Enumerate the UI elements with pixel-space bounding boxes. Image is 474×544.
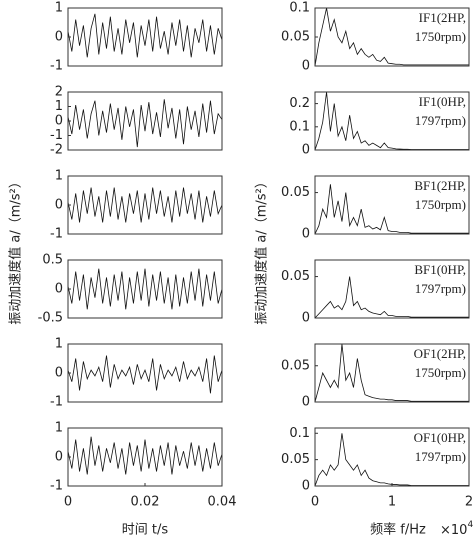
x-tick-label: 0.04 — [208, 495, 237, 510]
annotation: IF1(2HP, — [419, 10, 466, 25]
panel: -1 0 1 — [50, 337, 223, 410]
panel: -1 0 1 — [50, 169, 223, 242]
x-tick-label: 0 — [64, 495, 72, 510]
y-tick-label: -1 — [50, 227, 63, 242]
x-tick-label: 1 — [388, 495, 396, 510]
y-tick-label: 0 — [302, 143, 310, 158]
x-multiplier-base: ×10 — [440, 523, 467, 538]
plot-frame — [67, 175, 223, 235]
x-multiplier: ×104 — [440, 520, 473, 538]
y-tick-label: -0.5 — [38, 311, 63, 326]
y-tick-label: -1 — [50, 59, 63, 74]
plot-frame — [314, 91, 470, 151]
y-tick-label: 0 — [302, 479, 310, 494]
panel: 0 0.05 OF1(2HP, 1750rpm) — [281, 343, 470, 410]
x-multiplier-exp: 4 — [467, 520, 473, 530]
y-tick-label: -1 — [50, 395, 63, 410]
y-tick-label: 1 — [55, 99, 63, 114]
y-tick-label: 0 — [55, 30, 63, 45]
panel: 0 0.1 0.2 IF1(0HP, 1797rpm) — [289, 91, 470, 158]
annotation: 1797rpm) — [415, 113, 466, 128]
panel: 0 0.05 0.1 IF1(2HP, 1750rpm) — [281, 1, 470, 74]
signal-line — [314, 343, 469, 403]
y-tick-label: 0.1 — [289, 119, 310, 134]
panel: -0.5 0 0.5 — [38, 253, 223, 326]
y-tick-label: 0 — [302, 227, 310, 242]
signal-line — [67, 268, 223, 310]
signal-line — [314, 184, 469, 235]
plot-frame — [314, 175, 470, 235]
signal-line — [67, 436, 223, 475]
y-tick-label: 0.2 — [289, 96, 310, 111]
y-tick-label: -1 — [50, 128, 63, 143]
signal-line — [67, 187, 223, 223]
signal-line — [67, 99, 223, 148]
y-tick-label: 0.1 — [289, 1, 310, 16]
y-axis-label: 振动加速度值 a/（m/s²） — [254, 175, 270, 325]
y-axis-label: 振动加速度值 a/（m/s²） — [8, 175, 24, 325]
signal-line — [67, 13, 223, 58]
y-tick-label: 0.05 — [281, 358, 310, 373]
x-tick-label: 0.02 — [131, 495, 160, 510]
plot-frame — [314, 343, 470, 403]
y-tick-label: 0 — [55, 198, 63, 213]
y-tick-label: 1 — [55, 337, 63, 352]
signal-line — [67, 355, 223, 394]
signal-line — [314, 276, 469, 319]
y-tick-label: 0 — [302, 311, 310, 326]
y-tick-label: 0 — [55, 450, 63, 465]
annotation: 1797rpm) — [415, 449, 466, 464]
x-tick-label: 0 — [311, 495, 319, 510]
y-tick-label: 0.1 — [289, 426, 310, 441]
panel: 0 0.05 BF1(0HP, 1797rpm) — [281, 259, 470, 326]
y-tick-label: -1 — [50, 479, 63, 494]
panel: -1 0 1 — [50, 1, 223, 74]
y-tick-label: 0.05 — [281, 452, 310, 467]
y-tick-label: 0 — [55, 114, 63, 129]
y-tick-label: 0 — [55, 282, 63, 297]
x-axis-label: 频率 f/Hz — [370, 522, 426, 538]
y-tick-label: 0.05 — [281, 185, 310, 200]
annotation: 1750rpm) — [415, 29, 466, 44]
annotation: OF1(2HP, — [414, 346, 466, 361]
x-tick-label: 2 — [465, 495, 473, 510]
plot-frame — [314, 259, 470, 319]
annotation: 1750rpm) — [415, 365, 466, 380]
y-tick-label: 0 — [302, 59, 310, 74]
y-tick-label: 0 — [55, 366, 63, 381]
plot-frame — [67, 91, 223, 151]
signal-line — [314, 7, 469, 67]
panel: 0 0.05 0.1 0 1 2 OF1(0HP, 1797rpm) — [281, 426, 473, 510]
y-tick-label: 1 — [55, 1, 63, 16]
annotation: OF1(0HP, — [414, 430, 466, 445]
x-axis-label: 时间 t/s — [122, 523, 169, 538]
plot-frame — [67, 343, 223, 403]
y-tick-label: -2 — [50, 143, 63, 158]
y-tick-label: 2 — [55, 85, 63, 100]
annotation: BF1(2HP, — [414, 178, 466, 193]
y-tick-label: 0.05 — [281, 269, 310, 284]
annotation: 1750rpm) — [415, 197, 466, 212]
y-tick-label: 0 — [302, 395, 310, 410]
y-tick-label: 0.5 — [42, 253, 63, 268]
panel: 0 0.05 BF1(2HP, 1750rpm) — [281, 175, 470, 242]
y-tick-label: 1 — [55, 169, 63, 184]
y-tick-label: 0.05 — [281, 30, 310, 45]
annotation: BF1(0HP, — [414, 262, 466, 277]
annotation: 1797rpm) — [415, 281, 466, 296]
y-tick-label: 1 — [55, 421, 63, 436]
annotation: IF1(0HP, — [419, 94, 466, 109]
plot-frame — [67, 7, 223, 67]
